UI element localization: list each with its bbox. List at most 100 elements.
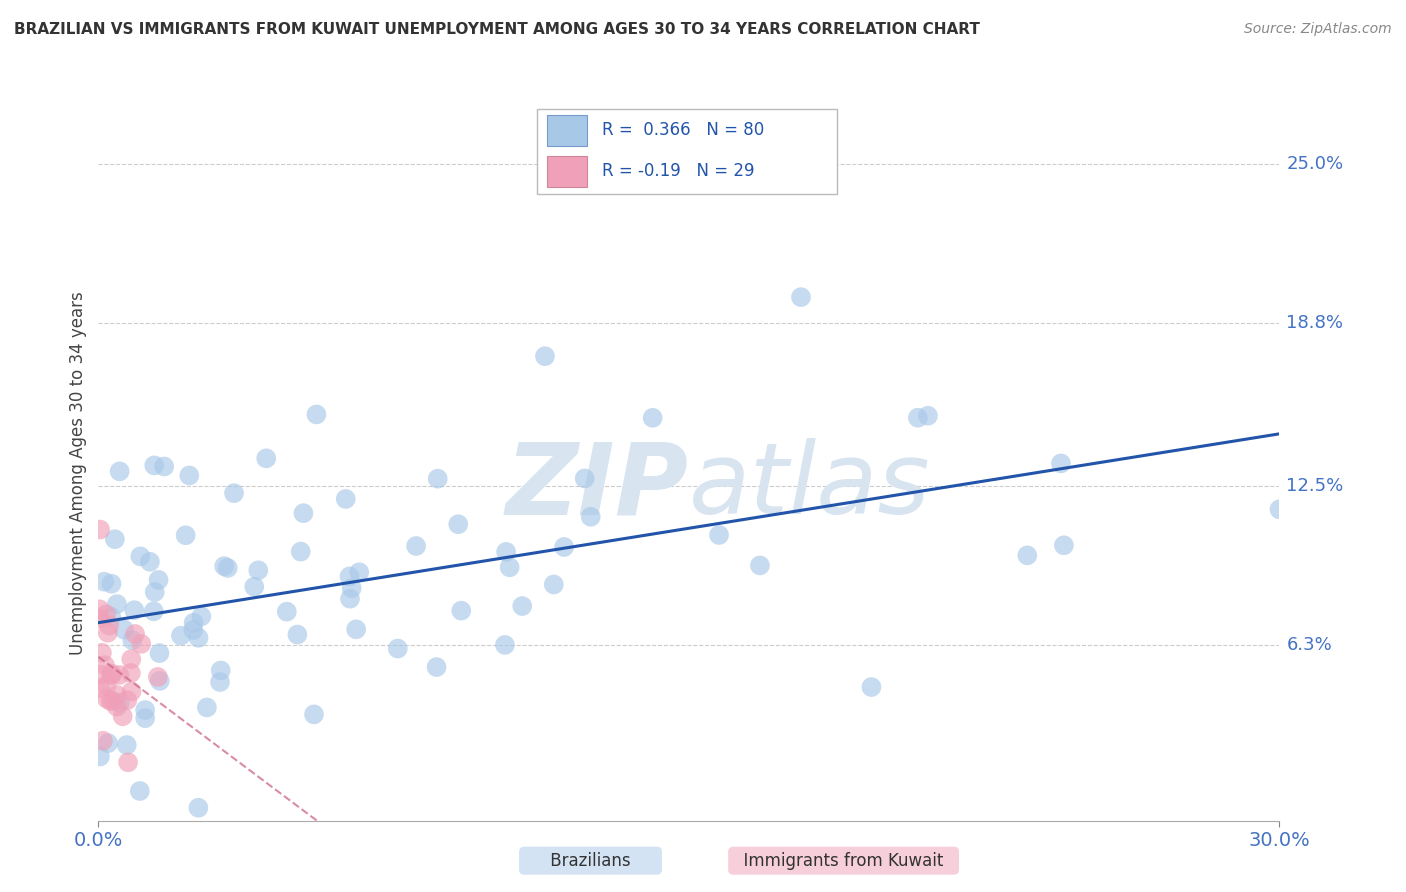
Point <box>146 670 169 684</box>
Point <box>748 558 770 573</box>
Point <box>287 627 309 641</box>
Point <box>117 756 139 770</box>
Point <box>212 559 235 574</box>
Point <box>195 700 218 714</box>
Point <box>108 696 131 710</box>
Point <box>100 610 122 624</box>
Point <box>1268 502 1291 516</box>
Point <box>534 349 557 363</box>
Point <box>181 623 204 637</box>
Point <box>917 409 939 423</box>
Text: 12.5%: 12.5% <box>1286 476 1344 495</box>
Point <box>347 566 370 580</box>
Point <box>405 539 427 553</box>
Point <box>90 667 112 681</box>
Point <box>98 618 121 632</box>
Text: ZIP: ZIP <box>506 438 689 535</box>
Point <box>142 604 165 618</box>
Point <box>105 597 128 611</box>
Point <box>96 678 118 692</box>
Point <box>498 560 520 574</box>
Point <box>860 680 883 694</box>
Point <box>89 611 111 625</box>
Point <box>129 549 152 564</box>
Point <box>209 664 232 678</box>
Point <box>100 666 122 681</box>
Point <box>89 602 111 616</box>
Text: 25.0%: 25.0% <box>1286 154 1344 172</box>
Point <box>190 609 212 624</box>
Point <box>115 738 138 752</box>
Text: Source: ZipAtlas.com: Source: ZipAtlas.com <box>1244 22 1392 37</box>
Point <box>339 591 361 606</box>
Point <box>174 528 197 542</box>
Point <box>339 569 361 583</box>
Point <box>139 555 162 569</box>
Point <box>574 471 596 485</box>
Text: Immigrants from Kuwait: Immigrants from Kuwait <box>733 852 955 870</box>
Point <box>94 658 117 673</box>
Point <box>553 540 575 554</box>
Point <box>112 623 135 637</box>
Y-axis label: Unemployment Among Ages 30 to 34 years: Unemployment Among Ages 30 to 34 years <box>69 291 87 655</box>
Point <box>121 633 143 648</box>
Point <box>907 410 929 425</box>
Point <box>100 694 122 708</box>
Point <box>97 736 120 750</box>
Point <box>426 472 449 486</box>
Point <box>100 576 122 591</box>
Point <box>335 491 357 506</box>
FancyBboxPatch shape <box>547 115 586 146</box>
Point <box>290 544 312 558</box>
Point <box>254 451 277 466</box>
Point <box>105 688 128 702</box>
Point <box>217 561 239 575</box>
Point <box>170 629 193 643</box>
Point <box>129 637 152 651</box>
Point <box>117 693 139 707</box>
Point <box>302 707 325 722</box>
Point <box>344 622 367 636</box>
Point <box>101 694 124 708</box>
Point <box>243 580 266 594</box>
Point <box>134 711 156 725</box>
Point <box>89 523 111 537</box>
Point <box>450 604 472 618</box>
Point <box>641 410 664 425</box>
Point <box>222 486 245 500</box>
Text: R = -0.19   N = 29: R = -0.19 N = 29 <box>602 162 755 180</box>
Point <box>447 517 470 532</box>
Point <box>340 581 363 595</box>
Point <box>108 668 131 682</box>
Point <box>111 709 134 723</box>
Text: atlas: atlas <box>689 438 931 535</box>
Point <box>89 681 111 696</box>
Point <box>93 574 115 589</box>
Point <box>495 545 517 559</box>
Point <box>89 749 111 764</box>
Point <box>1050 457 1073 471</box>
FancyBboxPatch shape <box>547 156 586 187</box>
Point <box>108 464 131 478</box>
Point <box>1017 549 1039 563</box>
Point <box>208 675 231 690</box>
Point <box>153 459 176 474</box>
Point <box>96 691 118 706</box>
Point <box>120 665 142 680</box>
Point <box>790 290 813 304</box>
Point <box>100 668 122 682</box>
Point <box>120 652 142 666</box>
Text: 6.3%: 6.3% <box>1286 636 1333 655</box>
Point <box>143 585 166 599</box>
Point <box>179 468 201 483</box>
Point <box>247 563 270 577</box>
Point <box>91 733 114 747</box>
Point <box>1053 538 1076 552</box>
Point <box>305 408 328 422</box>
Point <box>426 660 449 674</box>
Point <box>183 615 205 630</box>
Point <box>128 784 150 798</box>
Point <box>143 458 166 473</box>
Point <box>187 631 209 645</box>
Point <box>276 605 298 619</box>
